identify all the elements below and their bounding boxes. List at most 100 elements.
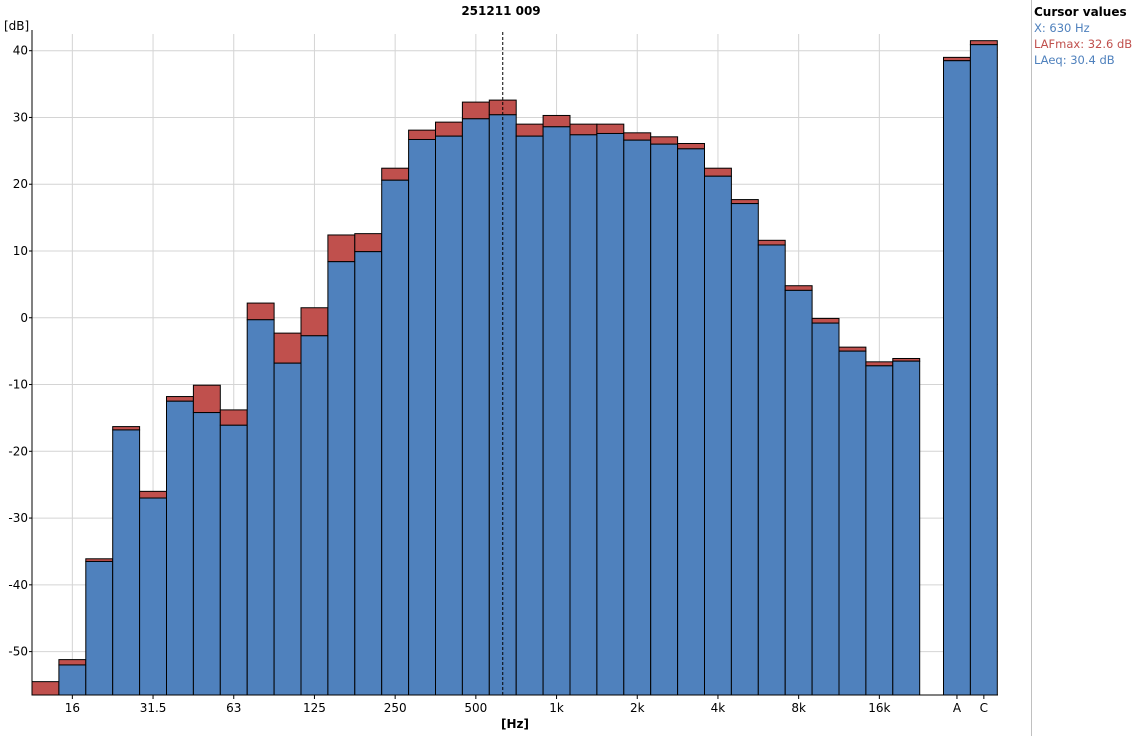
- cursor-values-title: Cursor values: [1034, 5, 1127, 19]
- bar-laeq: [704, 175, 732, 696]
- bar-lafmax: [192, 384, 221, 414]
- bar-laeq: [542, 126, 571, 696]
- bar-laeq: [969, 44, 998, 696]
- bar-lafmax: [730, 199, 759, 205]
- y-tick-label: -50: [8, 645, 28, 659]
- bar-laeq: [273, 362, 302, 696]
- cursor-values-panel: Cursor values X: 630 Hz LAFmax: 32.6 dB …: [1034, 4, 1134, 68]
- bar-lafmax: [327, 234, 356, 263]
- x-tick-label: 4k: [711, 701, 726, 715]
- cursor-x-value: X: 630 Hz: [1034, 21, 1090, 35]
- bar-lafmax: [112, 426, 141, 431]
- bar-lafmax: [677, 142, 705, 150]
- bar-lafmax: [784, 285, 813, 291]
- cursor-lafmax-value: LAFmax: 32.6 dB: [1034, 37, 1133, 51]
- bar-laeq: [757, 244, 786, 696]
- y-axis-label: [dB]: [4, 19, 29, 33]
- bar-laeq: [381, 179, 410, 696]
- bar-laeq: [139, 497, 168, 696]
- bar-laeq: [192, 412, 221, 696]
- panel-divider: [1031, 0, 1032, 736]
- bar-laeq: [811, 322, 840, 696]
- bar-lafmax: [623, 132, 652, 141]
- x-tick-label: 250: [384, 701, 407, 715]
- x-tick-label: 500: [464, 701, 487, 715]
- bar-lafmax: [596, 123, 625, 134]
- y-tick-label: -10: [8, 378, 28, 392]
- bar-lafmax: [435, 121, 463, 137]
- spectrum-chart: 251211 009 [dB] [Hz] -50 -40 -30 -20 -10 0 10 2…: [4, 4, 998, 731]
- bar-laeq: [166, 400, 194, 696]
- bar-lafmax: [381, 167, 410, 181]
- bar-laeq: [596, 132, 625, 696]
- y-tick-label: 10: [13, 244, 28, 258]
- bar-laeq: [112, 429, 141, 696]
- tick-labels-layer: -50 -40 -30 -20 -10 0 10 20 30 40 16 31.5 63 125 250 50…: [8, 44, 988, 715]
- bar-laeq: [943, 60, 971, 696]
- bar-lafmax: [757, 239, 786, 246]
- bar-lafmax: [166, 396, 194, 402]
- bar-lafmax: [300, 307, 329, 337]
- x-tick-label: 125: [303, 701, 326, 715]
- bar-laeq: [219, 424, 248, 696]
- bar-laeq: [58, 664, 87, 696]
- bar-lafmax: [515, 123, 544, 137]
- bar-laeq: [515, 135, 544, 696]
- bar-lafmax: [838, 346, 867, 352]
- bar-lafmax: [650, 136, 679, 145]
- x-tick-label: A: [953, 701, 962, 715]
- x-tick-label: 16k: [868, 701, 890, 715]
- bar-lafmax: [865, 361, 894, 367]
- y-tick-label: 20: [13, 177, 28, 191]
- bars-layer: [31, 40, 998, 696]
- bar-lafmax: [969, 40, 998, 46]
- bar-lafmax: [569, 123, 598, 136]
- x-tick-label: 1k: [549, 701, 564, 715]
- x-axis-label: [Hz]: [501, 717, 529, 731]
- bar-laeq: [85, 560, 114, 696]
- bar-lafmax: [58, 659, 87, 666]
- bar-laeq: [730, 203, 759, 696]
- y-tick-label: -40: [8, 578, 28, 592]
- y-tick-label: 0: [20, 311, 28, 325]
- bar-laeq: [784, 289, 813, 696]
- bar-lafmax: [943, 56, 971, 62]
- bar-laeq: [461, 118, 490, 696]
- bar-lafmax: [704, 167, 732, 177]
- axes-layer: [29, 30, 998, 699]
- bar-laeq: [650, 143, 679, 696]
- bar-lafmax: [461, 101, 490, 120]
- x-tick-label: 8k: [791, 701, 806, 715]
- bar-laeq: [838, 350, 867, 696]
- y-tick-label: 40: [13, 44, 28, 58]
- cursor-laeq-value: LAeq: 30.4 dB: [1034, 53, 1115, 67]
- x-tick-label: 63: [226, 701, 241, 715]
- bar-lafmax: [139, 490, 168, 499]
- bar-laeq: [408, 138, 437, 696]
- bar-laeq: [623, 139, 652, 696]
- bar-lafmax: [542, 114, 571, 128]
- bar-lafmax: [354, 233, 383, 253]
- bar-lafmax: [246, 302, 275, 321]
- bar-laeq: [354, 251, 383, 696]
- bar-laeq: [435, 135, 463, 696]
- x-tick-label: 16: [65, 701, 80, 715]
- bar-lafmax: [219, 409, 248, 426]
- bar-lafmax: [273, 332, 302, 364]
- bar-laeq: [246, 319, 275, 696]
- chart-title: 251211 009: [461, 4, 540, 18]
- x-tick-label: C: [980, 701, 988, 715]
- bar-lafmax: [408, 129, 437, 140]
- bar-lafmax: [811, 317, 840, 324]
- bar-laeq: [327, 261, 356, 696]
- bar-laeq: [300, 335, 329, 696]
- bar-laeq: [892, 360, 921, 696]
- x-tick-label: 2k: [630, 701, 645, 715]
- bar-laeq: [677, 148, 705, 696]
- y-tick-label: -20: [8, 444, 28, 458]
- bar-laeq: [865, 365, 894, 696]
- x-tick-label: 31.5: [140, 701, 167, 715]
- bar-lafmax: [31, 681, 60, 696]
- y-tick-label: -30: [8, 511, 28, 525]
- y-tick-label: 30: [13, 110, 28, 124]
